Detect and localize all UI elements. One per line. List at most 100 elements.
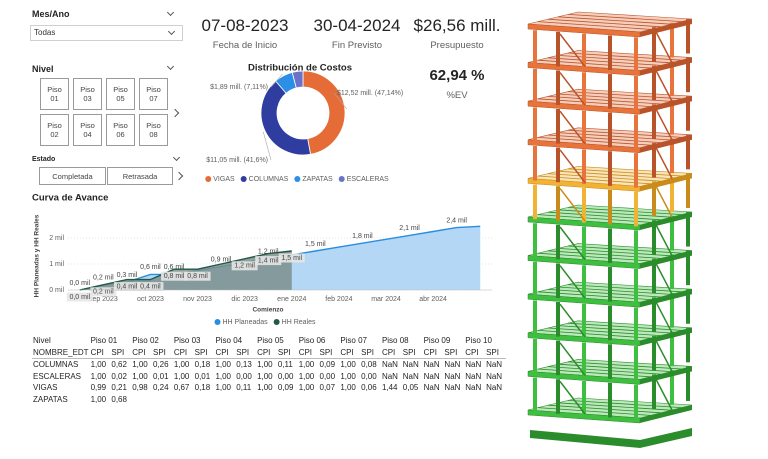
- data-label: 1,2 mil: [234, 263, 255, 270]
- x-tick-label: dic 2023: [231, 296, 258, 303]
- building-column: [608, 382, 612, 418]
- table-cell: VIGAS: [33, 383, 58, 393]
- table-row: NOMBRE_EDT CPI SPI CPI SPI CPI SPI CPI SPI CPI SPI…: [32, 347, 506, 359]
- building-slab-side: [640, 405, 692, 423]
- building-slab-side: [640, 134, 692, 153]
- building-brace: [654, 261, 673, 295]
- table-cell: 0,08: [360, 358, 381, 371]
- table-cell: 1,00: [339, 358, 361, 371]
- building-column: [686, 134, 690, 170]
- x-tick-label: abr 2024: [419, 296, 447, 303]
- table-cell: CPI: [423, 347, 437, 357]
- status-button[interactable]: Retrasada: [107, 167, 173, 185]
- table-cell: [173, 394, 194, 406]
- building-column: [634, 153, 638, 188]
- building-slab-side: [640, 212, 692, 230]
- dropdown[interactable]: Todas: [30, 25, 183, 41]
- building-column: [582, 72, 586, 107]
- building-column: [652, 297, 656, 332]
- building-column: [556, 186, 560, 221]
- level-button[interactable]: Piso 05: [106, 78, 135, 110]
- building-column: [556, 147, 560, 183]
- table-header: Piso 05: [257, 336, 284, 346]
- donut-slice: [302, 70, 346, 155]
- building-beam: [567, 168, 682, 177]
- table-cell: SPI: [111, 347, 125, 357]
- table-cell: 1,44: [381, 383, 398, 393]
- table-header: Piso 04: [215, 336, 243, 346]
- building-column: [670, 100, 674, 135]
- level-button[interactable]: Piso 04: [73, 114, 102, 146]
- building-beam: [567, 91, 682, 100]
- building-brace: [654, 222, 673, 256]
- building-beam: [567, 129, 682, 138]
- building-column: [670, 215, 674, 251]
- table-cell: NaN: [464, 358, 486, 371]
- building-column: [652, 181, 656, 217]
- level-button[interactable]: Piso 07: [139, 78, 168, 110]
- data-label: 1,5 mil: [305, 241, 326, 248]
- building-column: [533, 184, 537, 220]
- legend-label: HH Reales: [282, 319, 316, 326]
- data-label: 0,4 mil: [117, 283, 138, 290]
- table-header: Piso 10: [465, 336, 492, 346]
- data-label: 0,9 mil: [211, 256, 232, 263]
- level-button[interactable]: Piso 03: [73, 78, 102, 110]
- table-cell: NaN: [443, 358, 465, 371]
- building-column: [533, 223, 537, 258]
- legend-marker: [214, 319, 221, 325]
- building-column: [652, 220, 656, 255]
- table-cell: NaN: [423, 371, 440, 381]
- table-cell: 0,24: [153, 383, 169, 393]
- label-bg: [184, 271, 211, 281]
- table-cell: NaN: [486, 383, 503, 393]
- table-row: Nivel Piso 01 Piso 02 Piso 03 Piso 04 Piso 05…: [32, 335, 506, 347]
- status-button[interactable]: Completada: [39, 167, 106, 185]
- label-bg: [90, 287, 117, 297]
- table-cell: 0,00: [277, 371, 294, 381]
- level-button[interactable]: Piso 02: [40, 114, 69, 146]
- table-cell: 0,01: [194, 371, 211, 381]
- level-button[interactable]: Piso 08: [139, 114, 168, 146]
- table-cell: 0,00: [236, 371, 252, 381]
- table-cell: NaN: [465, 371, 482, 381]
- table-cell: [464, 394, 485, 406]
- table-cell: [423, 394, 444, 406]
- table-cell: NaN: [422, 358, 444, 371]
- table-cell: 1,00: [131, 358, 152, 371]
- data-label: 0,3 mil: [117, 272, 138, 279]
- kpi-label: %EV: [446, 90, 468, 101]
- building-brace: [654, 29, 673, 63]
- leader-line: [270, 73, 283, 88]
- legend-label: VIGAS: [213, 176, 235, 183]
- y-tick-label: 0 mil: [49, 287, 64, 294]
- chevron: [167, 27, 176, 36]
- table-cell: 1,00: [215, 371, 232, 381]
- table-cell: 1,00: [89, 358, 111, 371]
- table-cell: 0,67: [173, 383, 190, 393]
- level-button[interactable]: Piso 01: [40, 78, 69, 110]
- level-button[interactable]: Piso 06: [106, 114, 135, 146]
- building-beam: [567, 322, 682, 331]
- x-tick-label: nov 2023: [183, 296, 212, 303]
- building-column: [652, 104, 656, 139]
- building-column: [533, 377, 537, 413]
- data-label: 2,4 mil: [446, 217, 467, 224]
- table-cell: [485, 394, 506, 406]
- table-cell: [319, 394, 340, 406]
- building-column: [670, 61, 674, 96]
- building-column: [634, 230, 638, 265]
- building-beam: [537, 21, 651, 30]
- data-label: 0,2 mil: [93, 289, 114, 296]
- matrix: Nivel Piso 01 Piso 02 Piso 03 Piso 04 Piso 05…: [32, 335, 506, 405]
- label-bg: [66, 292, 93, 302]
- table-cell: ZAPATAS: [33, 394, 68, 404]
- donut-slice: [291, 70, 304, 89]
- building-column: [608, 74, 612, 109]
- building-column: [670, 138, 674, 174]
- table-cell: SPI: [236, 347, 250, 357]
- building-brace: [654, 184, 673, 218]
- table-header: Nivel: [33, 336, 51, 346]
